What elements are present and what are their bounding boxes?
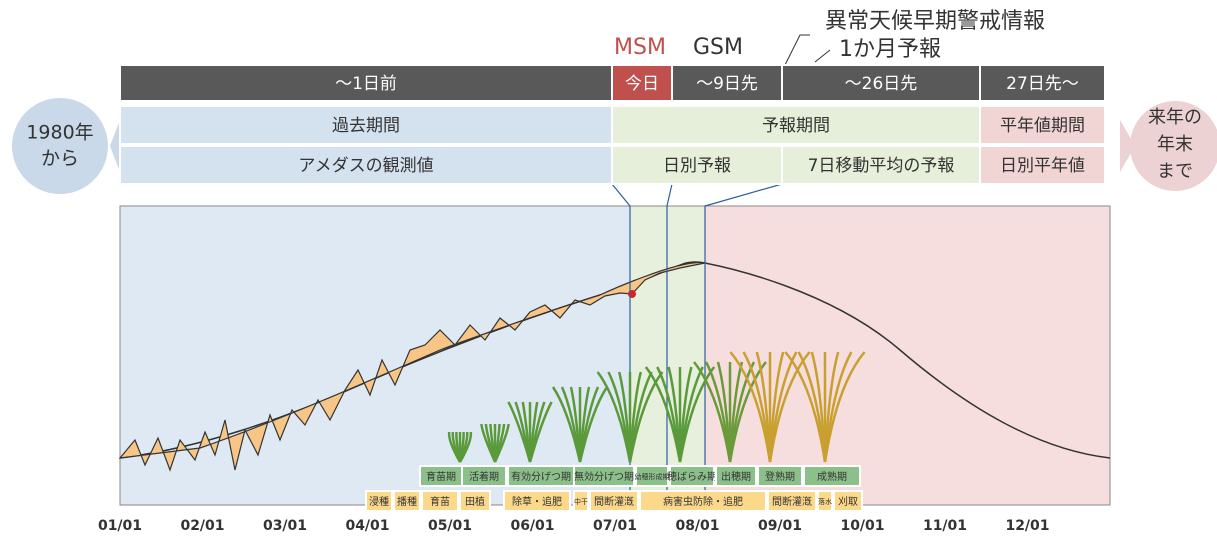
stage-label-box [461,465,507,487]
period-label: 予報期間 [762,116,830,136]
task-label: 間断灌漑 [594,495,634,508]
stage-label-box [573,465,635,487]
task-label-box [421,490,459,512]
right-note: 年末 [1157,134,1193,155]
observed-curve [118,262,706,472]
month-label: 11/01 [923,518,967,534]
gsm-label: GSM [693,35,743,60]
timeline-label-box [979,64,1106,102]
timeline-label: 今日 [625,74,659,94]
month-label: 01/01 [98,518,142,534]
month-label: 05/01 [428,518,472,534]
right-circle [1130,101,1217,191]
right-arrow [1120,120,1135,172]
period-label-box [611,105,981,145]
task-label-box [833,490,863,512]
month-label: 09/01 [758,518,802,534]
plant [528,401,553,463]
task-label: 播種 [397,495,417,508]
task-label: 刈取 [838,495,858,508]
stage-label-box [635,465,669,487]
timeline-label: ～1日前 [335,74,397,94]
stage-label: 無効分げつ期 [574,470,634,483]
month-line [704,183,783,505]
source-label: アメダスの観測値 [298,156,433,176]
plant [678,366,716,463]
source-label-box [781,145,981,185]
left-arrow [110,120,120,172]
plant [458,431,473,463]
period-label-box [979,105,1106,145]
right-note: まで [1157,161,1193,182]
stage-label: 登熟期 [765,470,795,483]
task-label: 中干 [574,497,588,506]
stage-label-box [757,465,803,487]
stage-label: 成熟期 [817,470,847,483]
task-label: 間断灌漑 [772,495,812,508]
month-label: 04/01 [345,518,389,534]
period-label-box [119,105,613,145]
early-warning: 異常天候早期警戒情報 [825,9,1045,34]
plant [768,351,811,463]
task-label: 田植 [465,495,485,508]
source-label-box [979,145,1106,185]
task-label-box [767,490,817,512]
task-label: 病害虫防除・追肥 [663,495,743,508]
timeline-label: ～26日先 [845,74,918,94]
left-note: 1980年 [26,122,93,144]
stage-label-box [669,465,715,487]
period-label: 過去期間 [332,116,400,136]
stage-label: 活着期 [469,470,499,483]
task-label-box [817,490,833,512]
plant [578,386,609,463]
source-label: 日別予報 [663,156,731,176]
month-label: 12/01 [1005,518,1049,534]
right-note: 来年の [1148,107,1202,128]
plant [628,371,664,463]
stage-label: 有効分げつ期 [511,470,571,483]
task-label-box [459,490,491,512]
task-label: 落水 [818,497,832,506]
timeline-label: 27日先～ [1006,74,1079,94]
stage-label-box [803,465,861,487]
month-label: 03/01 [263,518,307,534]
period-label: 平年値期間 [1000,116,1085,136]
left-note: から [41,148,79,170]
stage-label: 育苗期 [426,470,456,483]
source-label: 日別平年値 [1000,156,1085,176]
plant [493,423,510,463]
month-label: 07/01 [593,518,637,534]
source-label-box [119,145,613,185]
month-label: 10/01 [840,518,884,534]
task-label-box [503,490,571,512]
task-label-box [365,490,393,512]
source-label: 7日移動平均の予報 [808,156,955,176]
task-label-box [573,490,589,512]
timeline-label: ～9日先 [696,74,758,94]
month-label: 06/01 [510,518,554,534]
msm-label: MSM [614,35,666,60]
task-label-box [639,490,767,512]
stage-label: 幼穂形成期 [635,472,670,481]
task-label-box [589,490,639,512]
one-month: 1か月予報 [839,37,941,62]
task-label: 除草・追肥 [512,495,562,508]
source-label-box [611,145,783,185]
task-label: 育苗 [430,495,450,508]
stage-label-box [715,465,757,487]
plant [823,351,866,463]
pointer [784,34,831,66]
stage-label: 穂ばらみ期 [667,470,717,483]
month-label: 08/01 [675,518,719,534]
month-label: 02/01 [180,518,224,534]
task-label: 浸種 [369,495,389,508]
gsm-line [666,183,673,505]
today-dot [628,290,636,298]
stage-label: 出穂期 [721,470,751,483]
left-circle [12,98,108,194]
task-label-box [393,490,421,512]
